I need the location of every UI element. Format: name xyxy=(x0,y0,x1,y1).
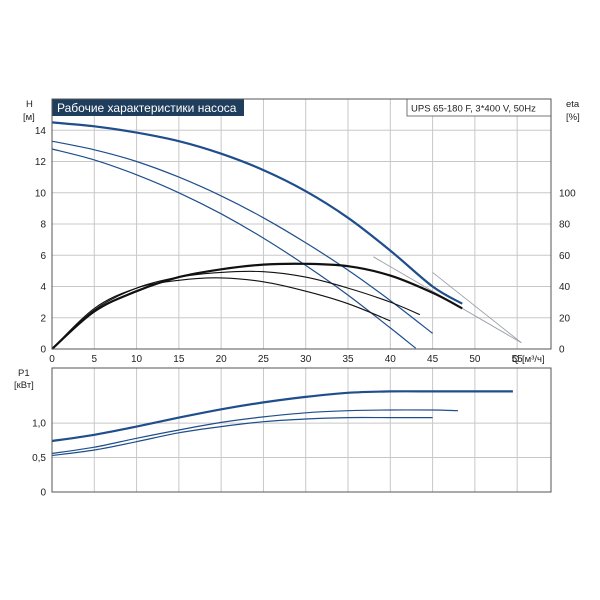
power-tick-label: 0,5 xyxy=(32,453,46,464)
head-tick-label: 4 xyxy=(40,282,46,293)
efficiency-tick-label: 100 xyxy=(559,188,576,199)
power-panel-frame xyxy=(51,367,552,493)
efficiency-tick-label: 80 xyxy=(559,220,571,231)
efficiency-curve-line xyxy=(51,277,391,350)
head-tick-label: 2 xyxy=(40,313,46,324)
head-tick-label: 8 xyxy=(40,220,46,231)
flow-tick-label: 35 xyxy=(342,354,354,365)
flow-tick-label: 40 xyxy=(385,354,397,365)
power-curve-line xyxy=(51,390,513,443)
power-axis-label: P1 xyxy=(18,368,30,379)
power-curves xyxy=(51,390,513,457)
head-tick-label: 0 xyxy=(40,345,46,356)
flow-axis-label: Q [м³/ч] xyxy=(512,354,545,365)
head-curve-line xyxy=(51,140,433,334)
head-panel-frame xyxy=(51,98,552,350)
head-curves xyxy=(51,121,522,350)
flow-tick-label: 15 xyxy=(173,354,185,365)
efficiency-curve-line xyxy=(51,270,421,350)
head-axis-unit: [м] xyxy=(23,112,35,123)
efficiency-axis-unit: [%] xyxy=(566,112,580,123)
power-ticks: 0 0,5 1,0 xyxy=(32,419,46,499)
head-grid xyxy=(51,99,551,350)
power-curve-line xyxy=(51,409,459,454)
flow-tick-label: 10 xyxy=(131,354,143,365)
head-axis-label: H xyxy=(26,99,33,110)
efficiency-tick-label: 40 xyxy=(559,282,571,293)
power-curve-line xyxy=(51,416,433,457)
flow-tick-label: 45 xyxy=(427,354,439,365)
efficiency-axis-label: eta xyxy=(566,99,580,110)
power-grid xyxy=(51,368,551,493)
flow-tick-label: 30 xyxy=(300,354,312,365)
head-ticks: 0 5 10 15 20 25 30 35 40 45 50 55 0 2 4 6 8 10 12 14 0 20 40 60… xyxy=(35,126,576,365)
head-tick-label: 10 xyxy=(35,188,47,199)
flow-tick-label: 0 xyxy=(49,354,55,365)
efficiency-tick-label: 20 xyxy=(559,313,571,324)
efficiency-tick-label: 60 xyxy=(559,251,571,262)
flow-tick-label: 5 xyxy=(92,354,98,365)
power-tick-label: 0 xyxy=(40,488,46,499)
efficiency-curve-line xyxy=(51,262,463,350)
chart-title-background xyxy=(52,99,244,116)
system-curve-line xyxy=(432,272,522,344)
head-curve-line xyxy=(51,148,417,349)
head-tick-label: 12 xyxy=(35,157,47,168)
flow-tick-label: 25 xyxy=(258,354,270,365)
flow-tick-label: 20 xyxy=(216,354,228,365)
power-axis-unit: [кВт] xyxy=(14,380,34,391)
power-tick-label: 1,0 xyxy=(32,419,46,430)
flow-tick-label: 55 xyxy=(512,354,524,365)
flow-tick-label: 50 xyxy=(469,354,481,365)
efficiency-tick-label: 0 xyxy=(559,345,565,356)
chart-title: Рабочие характеристики насоса xyxy=(57,101,237,115)
head-tick-label: 14 xyxy=(35,126,47,137)
model-label: UPS 65-180 F, 3*400 V, 50Hz xyxy=(411,104,536,115)
head-tick-label: 6 xyxy=(40,251,46,262)
head-curve-line xyxy=(51,121,463,305)
